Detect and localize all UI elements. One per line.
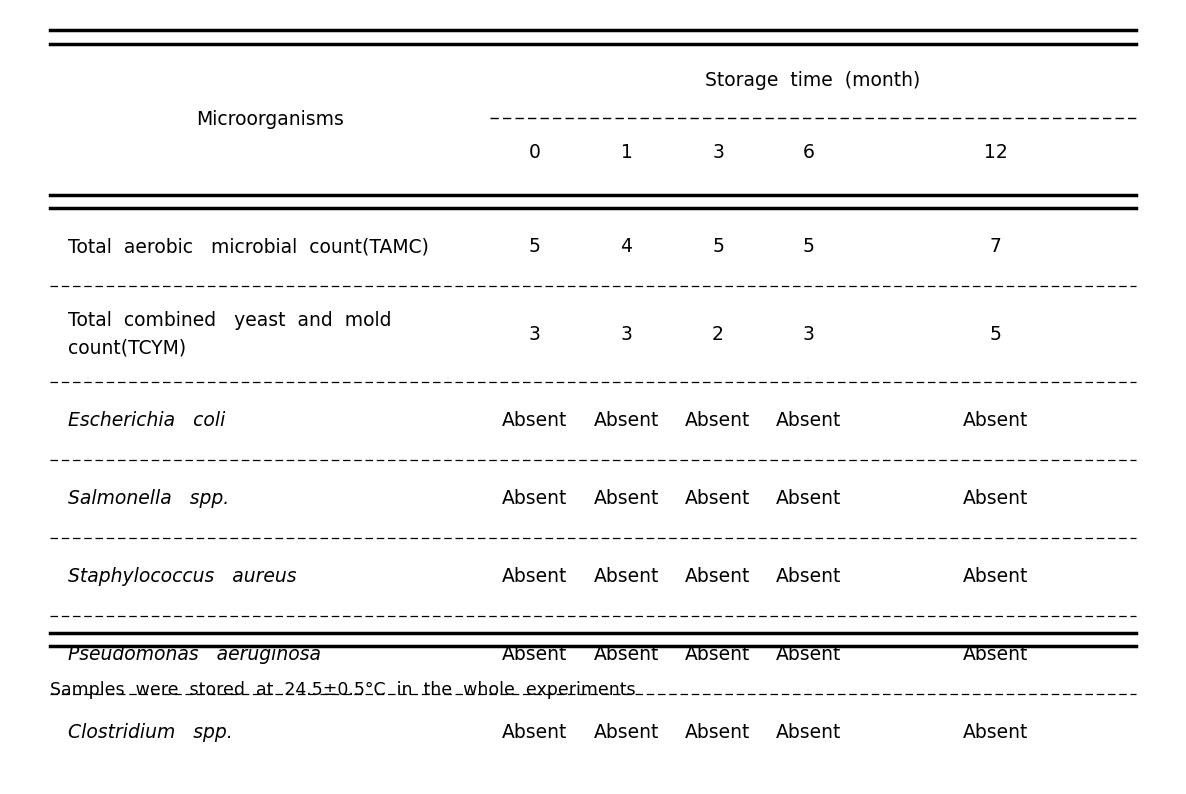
Text: Absent: Absent [777, 646, 842, 665]
Text: 2: 2 [712, 325, 723, 344]
Text: Absent: Absent [963, 489, 1028, 508]
Text: Escherichia   coli: Escherichia coli [68, 411, 225, 430]
Text: Storage  time  (month): Storage time (month) [706, 71, 920, 91]
Text: Absent: Absent [777, 568, 842, 587]
Text: Absent: Absent [777, 723, 842, 742]
Text: Absent: Absent [963, 411, 1028, 430]
Text: 5: 5 [803, 237, 815, 256]
Text: 1: 1 [620, 142, 632, 161]
Text: 6: 6 [803, 142, 815, 161]
Text: 7: 7 [989, 237, 1001, 256]
Text: 3: 3 [712, 142, 723, 161]
Text: Microorganisms: Microorganisms [196, 110, 344, 129]
Text: 3: 3 [529, 325, 541, 344]
Text: Absent: Absent [777, 489, 842, 508]
Text: 0: 0 [529, 142, 541, 161]
Text: Pseudomonas   aeruginosa: Pseudomonas aeruginosa [68, 646, 321, 665]
Text: Absent: Absent [594, 411, 659, 430]
Text: 5: 5 [712, 237, 723, 256]
Text: Absent: Absent [594, 489, 659, 508]
Text: Absent: Absent [686, 411, 751, 430]
Text: Absent: Absent [777, 411, 842, 430]
Text: Samples  were  stored  at  24.5±0.5°C  in  the  whole  experiments: Samples were stored at 24.5±0.5°C in the… [50, 681, 636, 699]
Text: Absent: Absent [963, 568, 1028, 587]
Text: 5: 5 [989, 325, 1001, 344]
Text: Clostridium   spp.: Clostridium spp. [68, 723, 232, 742]
Text: Absent: Absent [963, 723, 1028, 742]
Text: Absent: Absent [594, 723, 659, 742]
Text: 12: 12 [983, 142, 1007, 161]
Text: 4: 4 [620, 237, 632, 256]
Text: Absent: Absent [503, 411, 568, 430]
Text: Absent: Absent [594, 646, 659, 665]
Text: Absent: Absent [503, 723, 568, 742]
Text: Total  aerobic   microbial  count(TAMC): Total aerobic microbial count(TAMC) [68, 237, 429, 256]
Text: count(TCYM): count(TCYM) [68, 338, 186, 357]
Text: 3: 3 [620, 325, 632, 344]
Text: Absent: Absent [963, 646, 1028, 665]
Text: Absent: Absent [686, 723, 751, 742]
Text: Absent: Absent [503, 568, 568, 587]
Text: Absent: Absent [503, 489, 568, 508]
Text: Absent: Absent [686, 489, 751, 508]
Text: Absent: Absent [686, 568, 751, 587]
Text: 5: 5 [529, 237, 541, 256]
Text: Absent: Absent [503, 646, 568, 665]
Text: Salmonella   spp.: Salmonella spp. [68, 489, 229, 508]
Text: 3: 3 [803, 325, 815, 344]
Text: Absent: Absent [594, 568, 659, 587]
Text: Total  combined   yeast  and  mold: Total combined yeast and mold [68, 310, 391, 330]
Text: Absent: Absent [686, 646, 751, 665]
Text: Staphylococcus   aureus: Staphylococcus aureus [68, 568, 296, 587]
